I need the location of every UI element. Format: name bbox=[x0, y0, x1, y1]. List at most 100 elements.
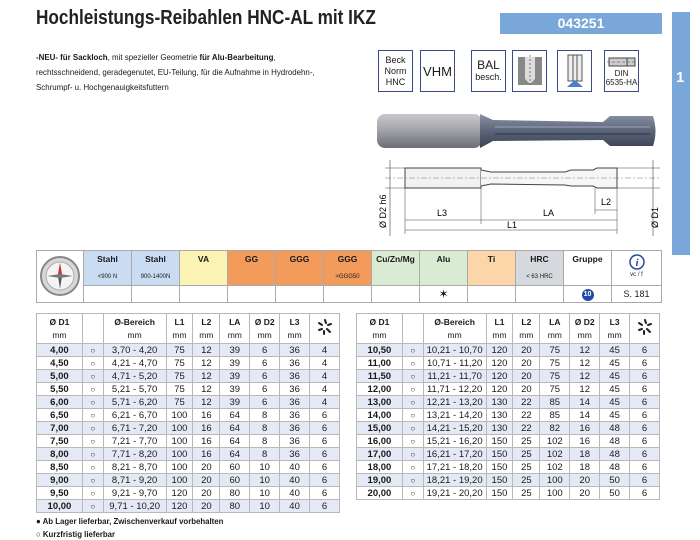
l3-cell: 45 bbox=[599, 382, 631, 396]
l1-cell: 150 bbox=[485, 486, 514, 500]
la-cell: 75 bbox=[539, 382, 571, 396]
desc-text-2: , bbox=[273, 52, 276, 62]
table-row[interactable]: 9,00 ○ 8,71 - 9,20 100 20 60 10 40 6 bbox=[36, 473, 340, 487]
material-suitability-cell bbox=[323, 285, 372, 303]
l3-cell: 45 bbox=[599, 408, 631, 422]
table-row[interactable]: 14,00 ○ 13,21 - 14,20 130 22 85 14 45 6 bbox=[356, 408, 660, 422]
chapter-tab[interactable]: 1 bbox=[672, 12, 690, 255]
l3-cell: 50 bbox=[599, 486, 631, 500]
table-row[interactable]: 6,00 ○ 5,71 - 6,20 75 12 39 6 36 4 bbox=[36, 395, 340, 409]
range-cell: 5,71 - 6,20 bbox=[102, 395, 167, 409]
table-row[interactable]: 6,50 ○ 6,21 - 6,70 100 16 64 8 36 6 bbox=[36, 408, 340, 422]
d1-cell: 10,50 bbox=[356, 343, 403, 357]
range-cell: 16,21 - 17,20 bbox=[422, 447, 487, 461]
l2-cell: 12 bbox=[192, 343, 221, 357]
d2-cell: 20 bbox=[569, 486, 601, 500]
d2-label: Ø D2 h6 bbox=[378, 194, 388, 228]
d2-cell: 12 bbox=[569, 369, 601, 383]
table-row[interactable]: 15,00 ○ 14,21 - 15,20 130 22 82 16 48 6 bbox=[356, 421, 660, 435]
flutes-icon bbox=[629, 313, 660, 344]
l2-cell: 25 bbox=[512, 473, 541, 487]
l1-cell: 75 bbox=[165, 343, 194, 357]
material-suitability-cell bbox=[227, 285, 276, 303]
flutes-cell: 4 bbox=[309, 343, 340, 357]
l1-cell: 150 bbox=[485, 460, 514, 474]
product-description: -NEU- für Sackloch, mit spezieller Geome… bbox=[36, 50, 330, 95]
table-row[interactable]: 18,00 ○ 17,21 - 18,20 150 25 102 18 48 6 bbox=[356, 460, 660, 474]
table-row[interactable]: 10,50 ○ 10,21 - 10,70 120 20 75 12 45 6 bbox=[356, 343, 660, 357]
l1-cell: 100 bbox=[165, 473, 194, 487]
l3-cell: 40 bbox=[279, 473, 311, 487]
range-cell: 14,21 - 15,20 bbox=[422, 421, 487, 435]
table-row[interactable]: 5,00 ○ 4,71 - 5,20 75 12 39 6 36 4 bbox=[36, 369, 340, 383]
material-col-header: Ti bbox=[467, 250, 516, 286]
info-page-ref[interactable]: S. 181 bbox=[611, 285, 662, 303]
flutes-cell: 6 bbox=[309, 434, 340, 448]
la-cell: 39 bbox=[219, 343, 251, 357]
table-row[interactable]: 13,00 ○ 12,21 - 13,20 130 22 85 14 45 6 bbox=[356, 395, 660, 409]
l2-cell: 12 bbox=[192, 356, 221, 370]
availability-cell: ○ bbox=[401, 460, 424, 474]
gruppe-header: Gruppe bbox=[563, 250, 612, 286]
table-row[interactable]: 8,00 ○ 7,71 - 8,20 100 16 64 8 36 6 bbox=[36, 447, 340, 461]
la-cell: 39 bbox=[219, 369, 251, 383]
d2-cell: 16 bbox=[569, 434, 601, 448]
flutes-cell: 6 bbox=[309, 473, 340, 487]
flutes-cell: 4 bbox=[309, 369, 340, 383]
col-header-l3: L3 mm bbox=[599, 313, 631, 344]
table-row[interactable]: 4,50 ○ 4,21 - 4,70 75 12 39 6 36 4 bbox=[36, 356, 340, 370]
table-row[interactable]: 17,00 ○ 16,21 - 17,20 150 25 102 18 48 6 bbox=[356, 447, 660, 461]
d2-cell: 6 bbox=[249, 395, 281, 409]
d1-cell: 6,00 bbox=[36, 395, 83, 409]
d1-cell: 9,50 bbox=[36, 486, 83, 500]
table-row[interactable]: 12,00 ○ 11,71 - 12,20 120 20 75 12 45 6 bbox=[356, 382, 660, 396]
d2-cell: 6 bbox=[249, 356, 281, 370]
l1-cell: 100 bbox=[165, 460, 194, 474]
availability-cell: ○ bbox=[401, 382, 424, 396]
l3-cell: 36 bbox=[279, 356, 311, 370]
col-header-d2: Ø D2 mm bbox=[569, 313, 601, 344]
l3-cell: 40 bbox=[279, 460, 311, 474]
l1-cell: 150 bbox=[485, 473, 514, 487]
table-row[interactable]: 19,00 ○ 18,21 - 19,20 150 25 100 20 50 6 bbox=[356, 473, 660, 487]
l2-cell: 16 bbox=[192, 408, 221, 422]
table-row[interactable]: 20,00 ○ 19,21 - 20,20 150 25 100 20 50 6 bbox=[356, 486, 660, 500]
l2-cell: 16 bbox=[192, 434, 221, 448]
availability-cell: ○ bbox=[81, 499, 104, 513]
d2-cell: 10 bbox=[249, 499, 281, 513]
la-cell: 82 bbox=[539, 421, 571, 435]
table-row[interactable]: 4,00 ○ 3,70 - 4,20 75 12 39 6 36 4 bbox=[36, 343, 340, 357]
table-row[interactable]: 5,50 ○ 5,21 - 5,70 75 12 39 6 36 4 bbox=[36, 382, 340, 396]
material-suitability-cell bbox=[131, 285, 180, 303]
table-row[interactable]: 10,00 ○ 9,71 - 10,20 120 20 80 10 40 6 bbox=[36, 499, 340, 513]
l1-cell: 75 bbox=[165, 356, 194, 370]
flutes-cell: 6 bbox=[629, 395, 660, 409]
la-cell: 75 bbox=[539, 369, 571, 383]
info-header[interactable]: i vc / f bbox=[611, 250, 662, 286]
availability-cell: ○ bbox=[81, 369, 104, 383]
table-row[interactable]: 11,00 ○ 10,71 - 11,20 120 20 75 12 45 6 bbox=[356, 356, 660, 370]
la-cell: 64 bbox=[219, 434, 251, 448]
d1-cell: 20,00 bbox=[356, 486, 403, 500]
availability-cell: ○ bbox=[401, 408, 424, 422]
l2-cell: 20 bbox=[512, 369, 541, 383]
chapter-number: 1 bbox=[676, 69, 685, 86]
table-row[interactable]: 7,00 ○ 6,71 - 7,20 100 16 64 8 36 6 bbox=[36, 421, 340, 435]
l1-cell: 120 bbox=[165, 486, 194, 500]
col-header-bereich: Ø-Bereich mm bbox=[422, 313, 487, 344]
availability-cell: ○ bbox=[401, 421, 424, 435]
desc-text-1: , mit spezieller Geometrie bbox=[107, 52, 200, 62]
table-row[interactable]: 9,50 ○ 9,21 - 9,70 120 20 80 10 40 6 bbox=[36, 486, 340, 500]
table-row[interactable]: 8,50 ○ 8,21 - 8,70 100 20 60 10 40 6 bbox=[36, 460, 340, 474]
table-row[interactable]: 7,50 ○ 7,21 - 7,70 100 16 64 8 36 6 bbox=[36, 434, 340, 448]
l3-cell: 36 bbox=[279, 434, 311, 448]
svg-text:i: i bbox=[635, 257, 639, 269]
la-cell: 39 bbox=[219, 356, 251, 370]
la-cell: 85 bbox=[539, 408, 571, 422]
la-label: LA bbox=[543, 208, 554, 218]
l3-label: L3 bbox=[437, 208, 447, 218]
availability-cell: ○ bbox=[81, 434, 104, 448]
table-row[interactable]: 11,50 ○ 11,21 - 11,70 120 20 75 12 45 6 bbox=[356, 369, 660, 383]
l1-cell: 130 bbox=[485, 395, 514, 409]
table-row[interactable]: 16,00 ○ 15,21 - 16,20 150 25 102 16 48 6 bbox=[356, 434, 660, 448]
